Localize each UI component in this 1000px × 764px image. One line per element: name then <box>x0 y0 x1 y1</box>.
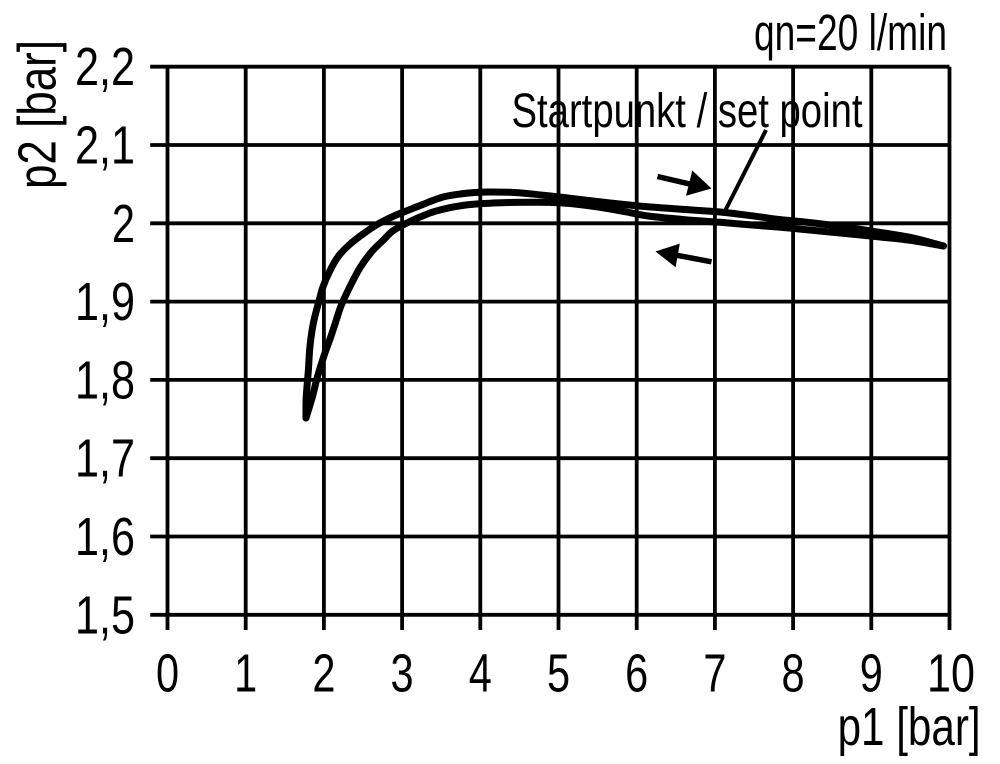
svg-text:2,1: 2,1 <box>75 116 135 176</box>
svg-text:1,6: 1,6 <box>75 507 135 567</box>
svg-text:4: 4 <box>469 644 492 704</box>
svg-text:7: 7 <box>703 644 726 704</box>
svg-text:5: 5 <box>547 644 570 704</box>
svg-text:10: 10 <box>927 644 975 704</box>
svg-text:6: 6 <box>625 644 648 704</box>
svg-text:p1 [bar]: p1 [bar] <box>838 697 981 757</box>
svg-text:2: 2 <box>312 644 335 704</box>
svg-text:1: 1 <box>234 644 257 704</box>
svg-text:qn=20 l/min: qn=20 l/min <box>754 4 947 61</box>
svg-text:1,7: 1,7 <box>75 429 135 489</box>
svg-text:8: 8 <box>782 644 805 704</box>
svg-text:1,8: 1,8 <box>75 350 135 410</box>
svg-text:Startpunkt / set point: Startpunkt / set point <box>512 84 863 138</box>
svg-text:3: 3 <box>391 644 414 704</box>
svg-text:1,5: 1,5 <box>75 585 135 645</box>
svg-text:2,2: 2,2 <box>75 37 135 97</box>
svg-text:p2 [bar]: p2 [bar] <box>8 40 68 189</box>
svg-text:2: 2 <box>112 194 135 254</box>
svg-text:9: 9 <box>860 644 883 704</box>
svg-text:1,9: 1,9 <box>75 272 135 332</box>
svg-text:0: 0 <box>156 644 179 704</box>
